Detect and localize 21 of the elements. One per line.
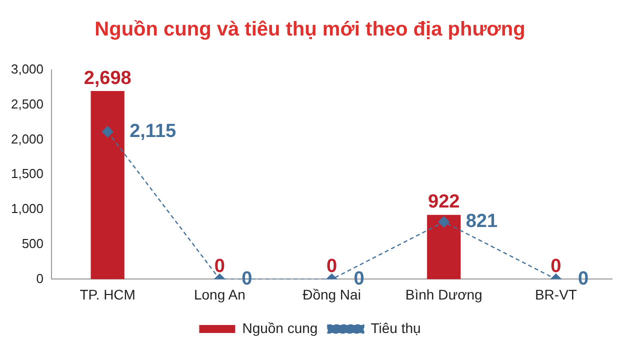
legend-label: Tiêu thụ bbox=[370, 320, 421, 336]
legend-label: Nguồn cung bbox=[242, 320, 318, 336]
y-tick-label: 0 bbox=[36, 270, 44, 286]
y-tick-label: 1,000 bbox=[10, 201, 44, 216]
y-tick-label: 3,000 bbox=[10, 62, 44, 77]
x-tick-label: BR-VT bbox=[534, 286, 578, 302]
data-label: 0 bbox=[326, 256, 338, 277]
y-tick-label: 500 bbox=[22, 236, 44, 251]
data-label: 0 bbox=[214, 256, 225, 277]
y-tick-label: 2,500 bbox=[10, 96, 44, 112]
y-tick-label: 2,000 bbox=[10, 131, 44, 146]
data-label: 2,115 bbox=[130, 120, 177, 142]
data-label: 821 bbox=[466, 211, 498, 232]
data-label: 0 bbox=[550, 256, 562, 277]
data-label: 922 bbox=[428, 192, 460, 213]
data-label: 0 bbox=[578, 268, 589, 290]
y-tick-label: 1,500 bbox=[10, 166, 44, 182]
data-label: 2,698 bbox=[84, 68, 132, 89]
chart-title: Nguồn cung và tiêu thụ mới theo địa phương bbox=[94, 18, 526, 41]
x-tick-label: TP. HCM bbox=[80, 286, 136, 302]
x-tick-label: Bình Dương bbox=[405, 286, 482, 302]
